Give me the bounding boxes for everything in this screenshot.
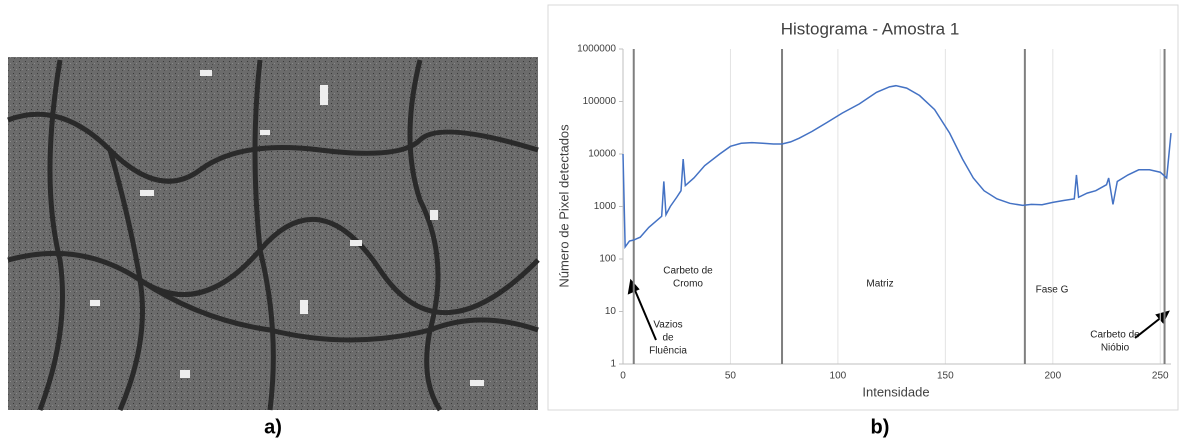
figure-label: a) [264, 416, 282, 438]
x-tick-label: 0 [620, 371, 626, 382]
y-axis-label: Número de Pixel detectados [556, 124, 571, 288]
x-axis-label: Intensidade [862, 384, 929, 399]
micrograph [7, 57, 540, 412]
chart-frame [547, 4, 1179, 411]
y-tick-label: 100000 [583, 96, 617, 107]
annotation: Carbeto de [663, 266, 713, 277]
x-tick-label: 200 [1044, 371, 1061, 382]
y-tick-label: 10000 [588, 149, 616, 160]
x-tick-label: 250 [1152, 371, 1169, 382]
data-line [622, 84, 1172, 250]
annotation: Matriz [866, 279, 893, 290]
y-tick-label: 1000 [594, 201, 617, 212]
y-tick-label: 1000000 [577, 44, 616, 55]
annotation: Carbeto de [1090, 330, 1140, 341]
annotation: Fase G [1036, 285, 1069, 296]
figure-label: b) [871, 416, 890, 438]
annotation: Fluência [649, 346, 687, 357]
y-tick-label: 1 [610, 359, 616, 370]
annotation: Nióbio [1101, 343, 1130, 354]
annotation-arrows [627, 278, 1170, 341]
y-tick-label: 100 [599, 254, 616, 265]
x-tick-label: 50 [725, 371, 737, 382]
annotation: Cromo [673, 279, 703, 290]
annotation: de [662, 333, 674, 344]
x-tick-label: 100 [830, 371, 847, 382]
x-tick-label: 150 [937, 371, 954, 382]
annotation: Vazios [653, 320, 682, 331]
y-tick-label: 10 [605, 306, 617, 317]
chart-title: Histograma - Amostra 1 [781, 19, 960, 38]
